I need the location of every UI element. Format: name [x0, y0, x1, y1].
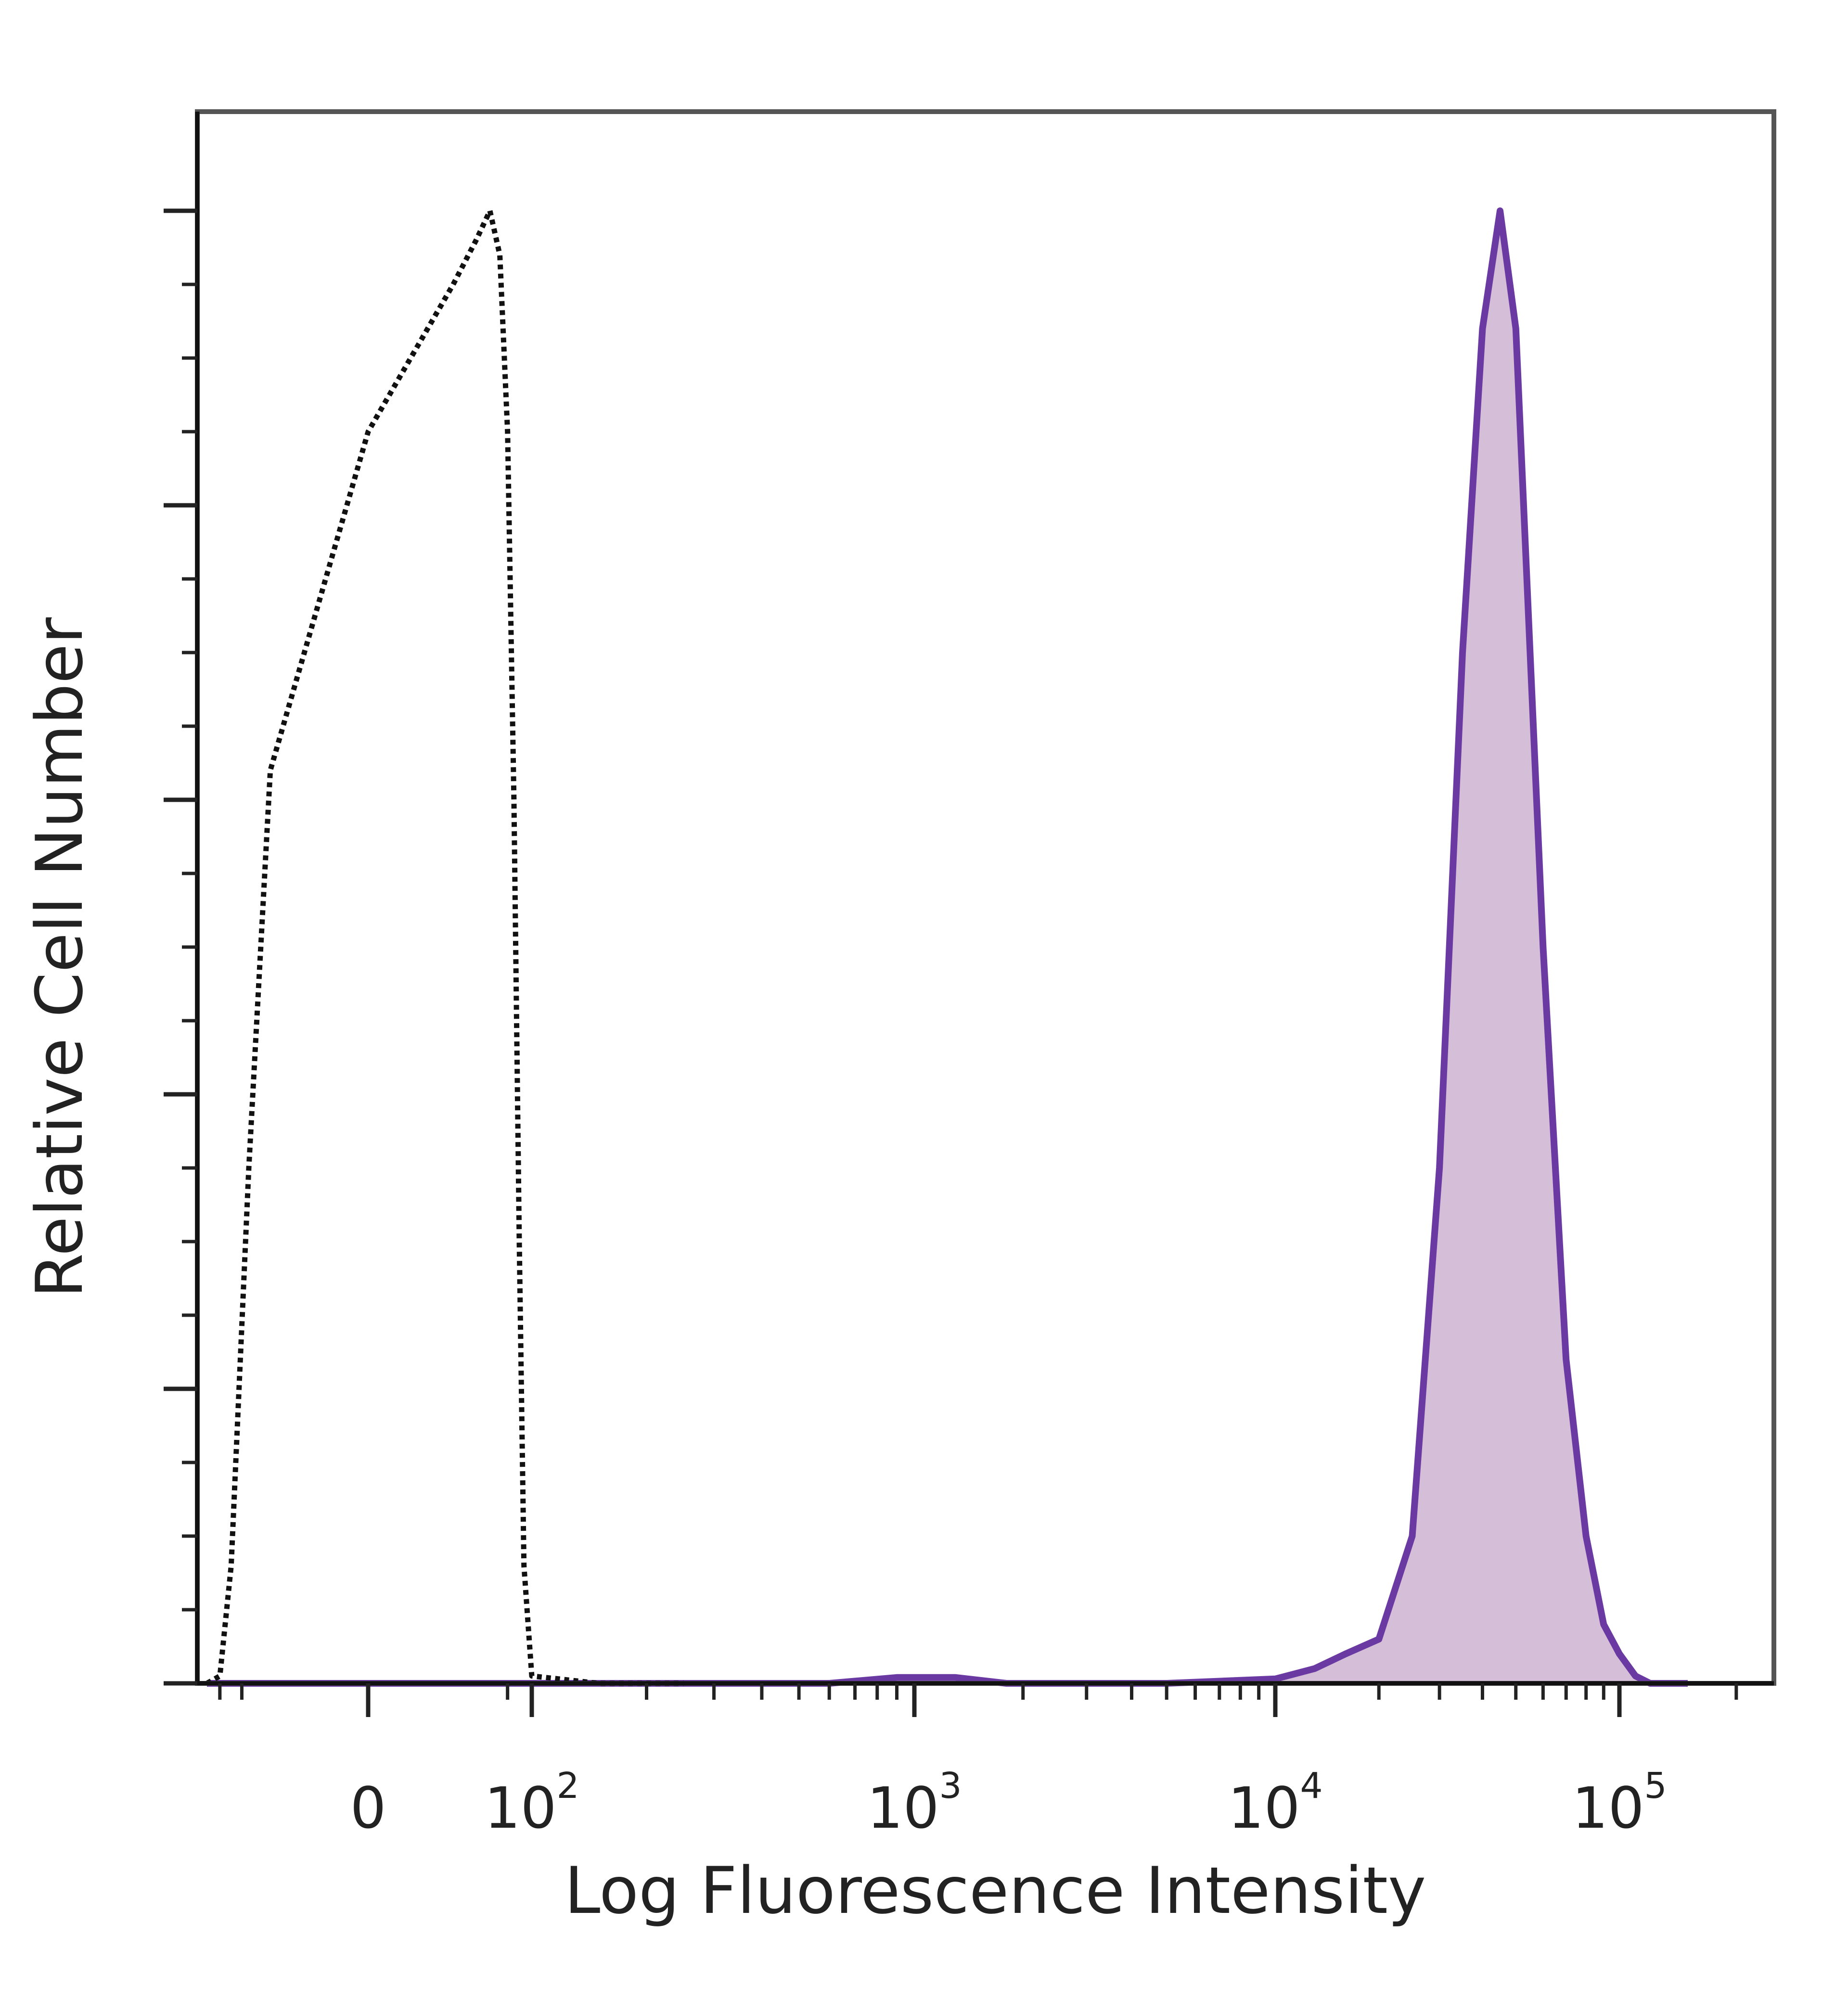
x-axis-title: Log Fluorescence Intensity	[565, 1853, 1426, 1928]
series-fill-1	[207, 211, 1688, 1683]
x-tick-label: 105	[1572, 1765, 1667, 1841]
y-axis-title: Relative Cell Number	[22, 617, 97, 1298]
series-line-0	[205, 208, 684, 1686]
series-line-1	[207, 207, 1688, 1687]
x-tick-label: 103	[867, 1765, 962, 1841]
axes: 0 102 103 104 105	[164, 109, 1776, 1841]
x-tick-label: 104	[1228, 1765, 1322, 1841]
x-tick-label: 102	[484, 1765, 579, 1841]
x-tick-label: 0	[350, 1775, 386, 1841]
plot-area	[205, 207, 1688, 1687]
